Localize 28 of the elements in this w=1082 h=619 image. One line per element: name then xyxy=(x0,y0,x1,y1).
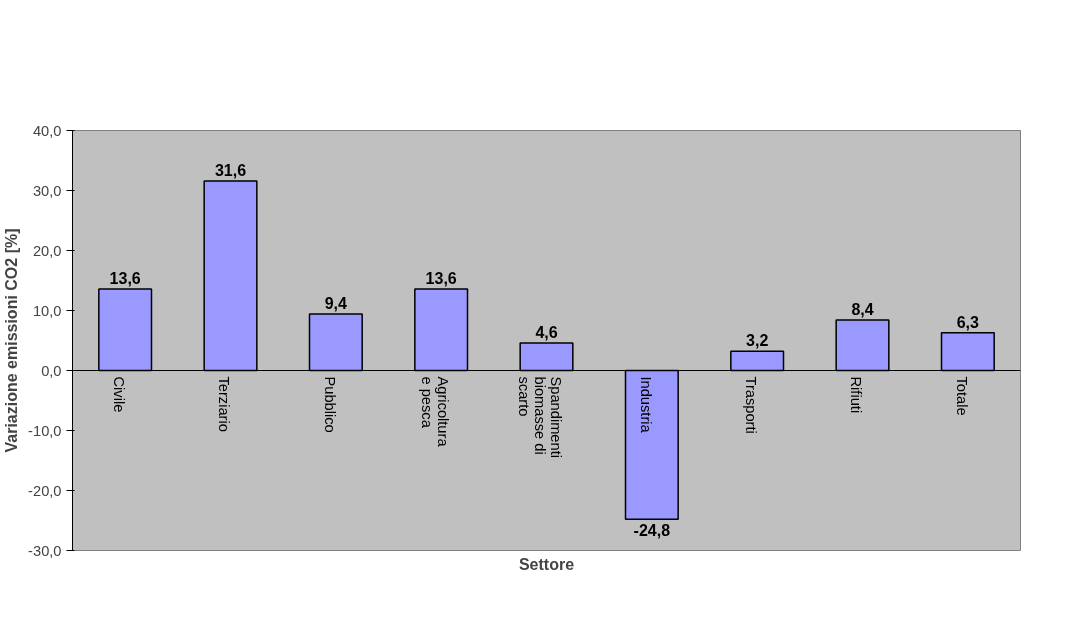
y-tick-label: -20,0 xyxy=(28,482,62,499)
data-label: 8,4 xyxy=(851,301,874,319)
x-tick-label: Civile xyxy=(110,376,127,413)
y-tick-label: 40,0 xyxy=(32,122,62,139)
data-label: 4,6 xyxy=(535,323,558,341)
y-axis-title: Variazione emissioni CO2 [%] xyxy=(3,228,21,453)
data-label: 31,6 xyxy=(214,161,247,179)
data-label: 13,6 xyxy=(109,269,141,287)
data-label: 9,4 xyxy=(324,295,348,313)
data-label: 13,6 xyxy=(425,269,457,287)
data-label: 3,2 xyxy=(746,332,769,350)
x-tick-label: Spandimenti biomasse di scarto xyxy=(516,376,565,458)
x-axis-title: Settore xyxy=(518,555,575,573)
data-label: 6,3 xyxy=(956,313,980,331)
data-label: -24,8 xyxy=(633,522,671,540)
x-tick-label: Rifiuti xyxy=(848,376,865,414)
x-tick-label: Pubblico xyxy=(321,376,338,433)
y-tick-label: 0,0 xyxy=(41,362,62,379)
x-tick-label: Industria xyxy=(637,376,654,434)
x-tick-label: Trasporti xyxy=(742,376,759,434)
y-tick-label: 20,0 xyxy=(32,242,62,259)
y-tick-label: -10,0 xyxy=(28,422,62,439)
y-tick-label: 30,0 xyxy=(32,182,62,199)
x-tick-label: Terziario xyxy=(216,376,233,432)
x-tick-label: Totale xyxy=(953,376,970,416)
y-tick-label: -30,0 xyxy=(28,542,62,559)
x-tick-label: Agricoltura e pesca xyxy=(418,376,451,448)
y-tick-label: 10,0 xyxy=(32,302,62,319)
